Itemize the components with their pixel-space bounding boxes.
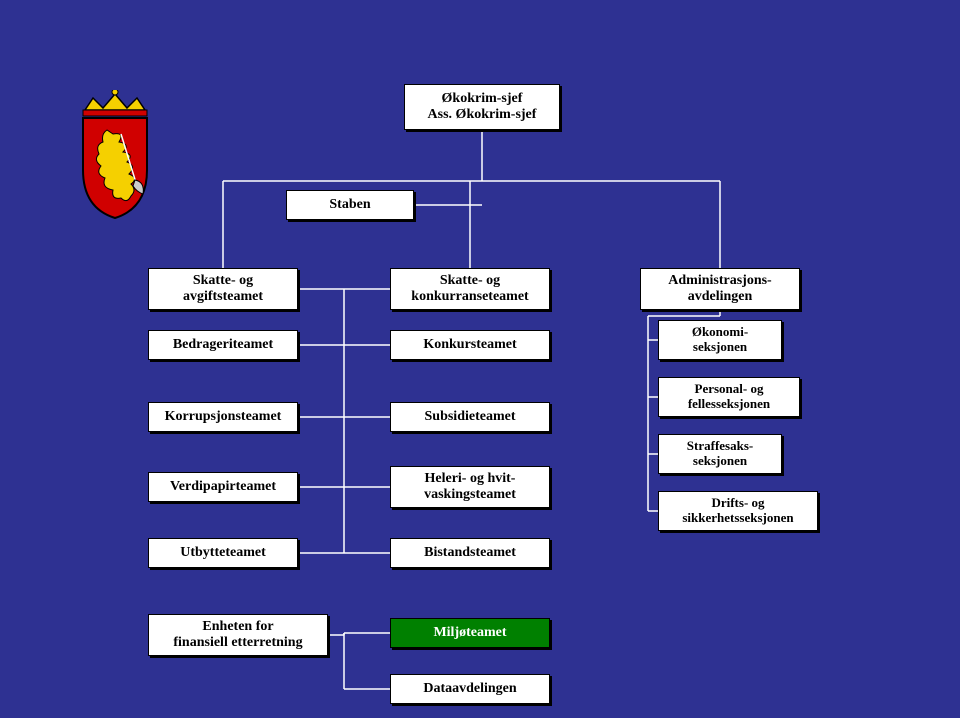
org-box-col2_3: Subsidieteamet — [390, 402, 550, 432]
org-box-bot_mid2: Dataavdelingen — [390, 674, 550, 704]
crest-icon — [65, 90, 165, 220]
org-box-label: Utbytteteamet — [180, 545, 266, 561]
org-box-label: Skatte- og konkurranseteamet — [411, 273, 528, 305]
org-box-label: Skatte- og avgiftsteamet — [183, 273, 263, 305]
org-box-bot_left: Enheten for finansiell etterretning — [148, 614, 328, 656]
org-box-label: Bedrageriteamet — [173, 337, 273, 353]
org-box-label: Administrasjons- avdelingen — [668, 273, 771, 305]
org-box-staben: Staben — [286, 190, 414, 220]
org-box-col2_4: Heleri- og hvit- vaskingsteamet — [390, 466, 550, 508]
org-box-col1_1: Skatte- og avgiftsteamet — [148, 268, 298, 310]
org-box-col1_5: Utbytteteamet — [148, 538, 298, 568]
org-box-label: Økokrim-sjef Ass. Økokrim-sjef — [428, 91, 537, 123]
org-box-bot_mid: Miljøteamet — [390, 618, 550, 648]
org-box-label: Miljøteamet — [433, 625, 506, 641]
org-box-col2_2: Konkursteamet — [390, 330, 550, 360]
org-box-col1_4: Verdipapirteamet — [148, 472, 298, 502]
org-box-col1_2: Bedrageriteamet — [148, 330, 298, 360]
org-box-label: Staben — [329, 197, 370, 213]
org-box-col3_5: Drifts- og sikkerhetsseksjonen — [658, 491, 818, 531]
org-box-label: Enheten for finansiell etterretning — [173, 619, 302, 651]
org-box-label: Subsidieteamet — [425, 409, 516, 425]
org-box-col3_3: Personal- og fellesseksjonen — [658, 377, 800, 417]
org-box-col2_1: Skatte- og konkurranseteamet — [390, 268, 550, 310]
org-chart-stage: Økokrim-sjef Ass. Økokrim-sjef Staben Skat… — [0, 0, 960, 718]
org-box-label: Verdipapirteamet — [170, 479, 276, 495]
org-box-col3_2: Økonomi- seksjonen — [658, 320, 782, 360]
org-box-label: Konkursteamet — [423, 337, 516, 353]
org-box-label: Dataavdelingen — [423, 681, 516, 697]
org-box-col1_3: Korrupsjonsteamet — [148, 402, 298, 432]
org-box-label: Bistandsteamet — [424, 545, 516, 561]
org-box-label: Drifts- og sikkerhetsseksjonen — [682, 496, 793, 526]
org-box-label: Økonomi- seksjonen — [692, 325, 748, 355]
org-box-label: Heleri- og hvit- vaskingsteamet — [424, 471, 516, 503]
org-box-label: Personal- og fellesseksjonen — [688, 382, 770, 412]
org-box-label: Korrupsjonsteamet — [165, 409, 282, 425]
org-box-col2_5: Bistandsteamet — [390, 538, 550, 568]
org-box-top: Økokrim-sjef Ass. Økokrim-sjef — [404, 84, 560, 130]
org-box-col3_4: Straffesaks- seksjonen — [658, 434, 782, 474]
org-box-label: Straffesaks- seksjonen — [687, 439, 753, 469]
org-box-col3_1: Administrasjons- avdelingen — [640, 268, 800, 310]
